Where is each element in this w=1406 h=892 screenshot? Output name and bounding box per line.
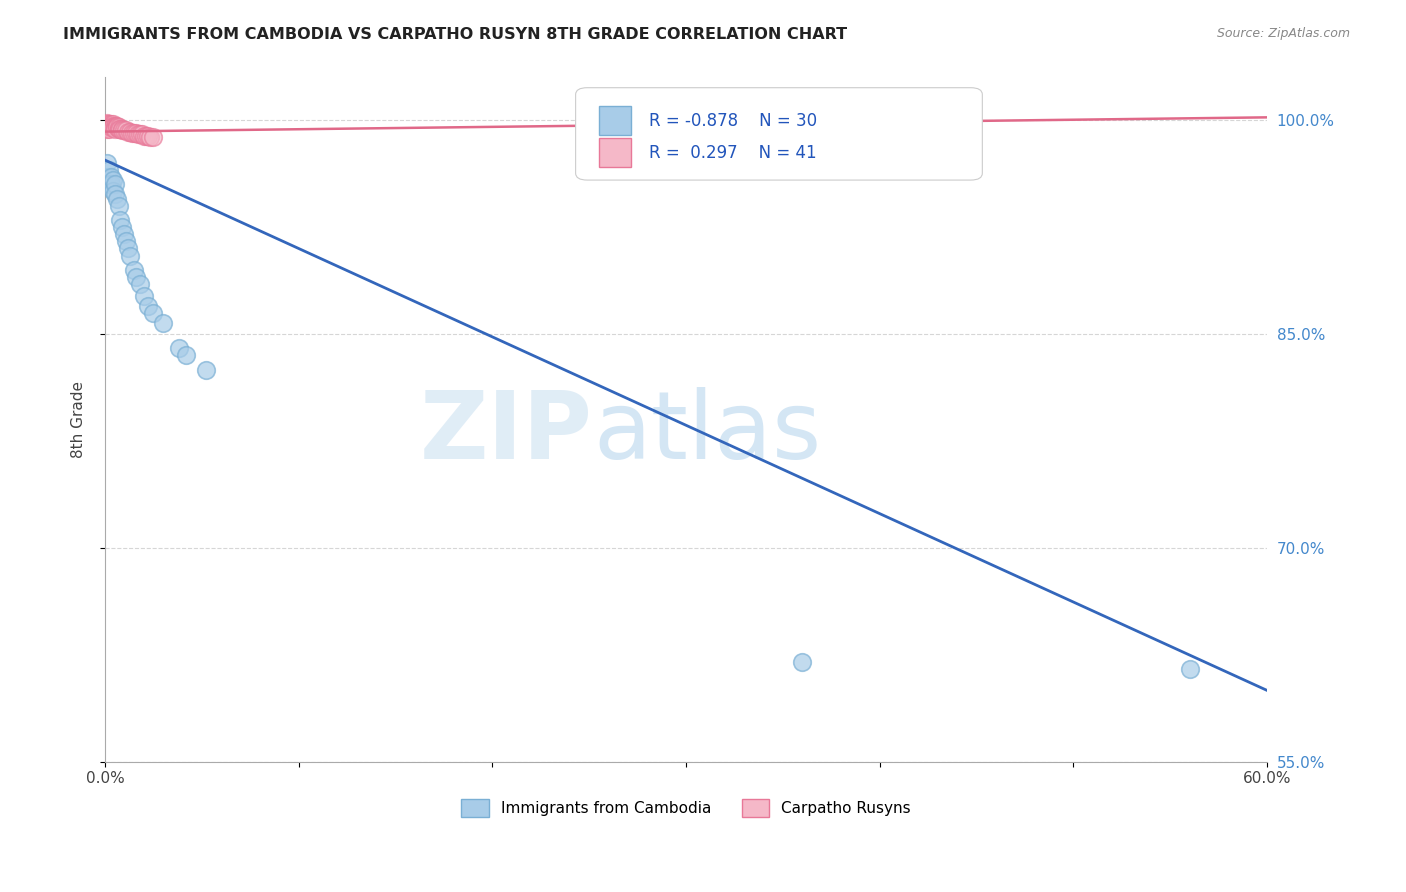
Point (110, 121, 132, 136)
Point (128, 277, 150, 292)
Point (135, 128, 157, 143)
Point (105, 119, 128, 133)
Text: Source: ZipAtlas.com: Source: ZipAtlas.com (1216, 27, 1350, 40)
Point (194, 362, 217, 376)
FancyBboxPatch shape (599, 106, 631, 135)
Point (111, 121, 134, 136)
Text: IMMIGRANTS FROM CAMBODIA VS CARPATHO RUSYN 8TH GRADE CORRELATION CHART: IMMIGRANTS FROM CAMBODIA VS CARPATHO RUS… (63, 27, 848, 42)
Text: ZIP: ZIP (420, 387, 593, 479)
Point (792, 655, 814, 669)
Point (117, 125, 139, 139)
Point (100, 170, 122, 185)
FancyBboxPatch shape (599, 138, 631, 167)
Point (96, 116, 118, 130)
Point (105, 120, 128, 135)
Point (132, 288, 155, 302)
Point (176, 348, 198, 362)
Point (112, 123, 135, 137)
Point (115, 235, 138, 249)
Point (136, 128, 159, 143)
Point (101, 120, 124, 135)
Point (101, 173, 124, 187)
Point (733, 125, 755, 139)
Point (128, 128, 150, 142)
Point (97, 118, 120, 132)
Point (131, 128, 153, 142)
Point (100, 119, 122, 133)
Point (104, 187, 127, 202)
Point (142, 130, 165, 145)
Point (122, 263, 145, 277)
Point (115, 123, 138, 137)
Point (96, 119, 118, 133)
Point (100, 178, 122, 192)
Text: R =  0.297    N = 41: R = 0.297 N = 41 (648, 144, 817, 161)
Point (112, 227, 135, 242)
Point (136, 299, 159, 313)
Point (96, 121, 118, 136)
Point (132, 128, 155, 143)
Point (104, 119, 127, 133)
Point (104, 121, 127, 136)
Point (96, 170, 118, 185)
Point (125, 270, 148, 285)
Point (127, 128, 149, 142)
Point (125, 126, 148, 140)
Point (138, 130, 160, 145)
Text: R = -0.878    N = 30: R = -0.878 N = 30 (648, 112, 817, 129)
Point (120, 249, 142, 263)
Point (97, 178, 120, 192)
Point (111, 123, 134, 137)
Point (96, 120, 118, 135)
Point (104, 120, 127, 135)
Point (100, 120, 122, 135)
Point (96, 118, 118, 132)
Point (107, 120, 129, 135)
Point (107, 121, 129, 136)
Point (96, 156, 118, 170)
Point (122, 126, 145, 140)
Point (100, 118, 122, 132)
Point (142, 305, 165, 319)
Point (101, 185, 124, 199)
Point (110, 213, 132, 227)
Point (167, 341, 190, 355)
Point (111, 220, 134, 235)
Point (120, 125, 142, 139)
Point (104, 178, 127, 192)
Point (101, 118, 124, 132)
Point (107, 199, 129, 213)
Point (97, 120, 120, 135)
Point (121, 126, 143, 140)
Y-axis label: 8th Grade: 8th Grade (72, 381, 86, 458)
Point (97, 163, 120, 178)
FancyBboxPatch shape (575, 87, 983, 180)
Point (101, 119, 124, 133)
Point (1178, 662, 1201, 676)
Point (105, 192, 128, 206)
Text: atlas: atlas (593, 387, 821, 479)
Point (152, 316, 174, 330)
Legend: Immigrants from Cambodia, Carpatho Rusyns: Immigrants from Cambodia, Carpatho Rusyn… (456, 793, 917, 823)
Point (97, 119, 120, 133)
Point (97, 121, 120, 136)
Point (117, 242, 139, 256)
